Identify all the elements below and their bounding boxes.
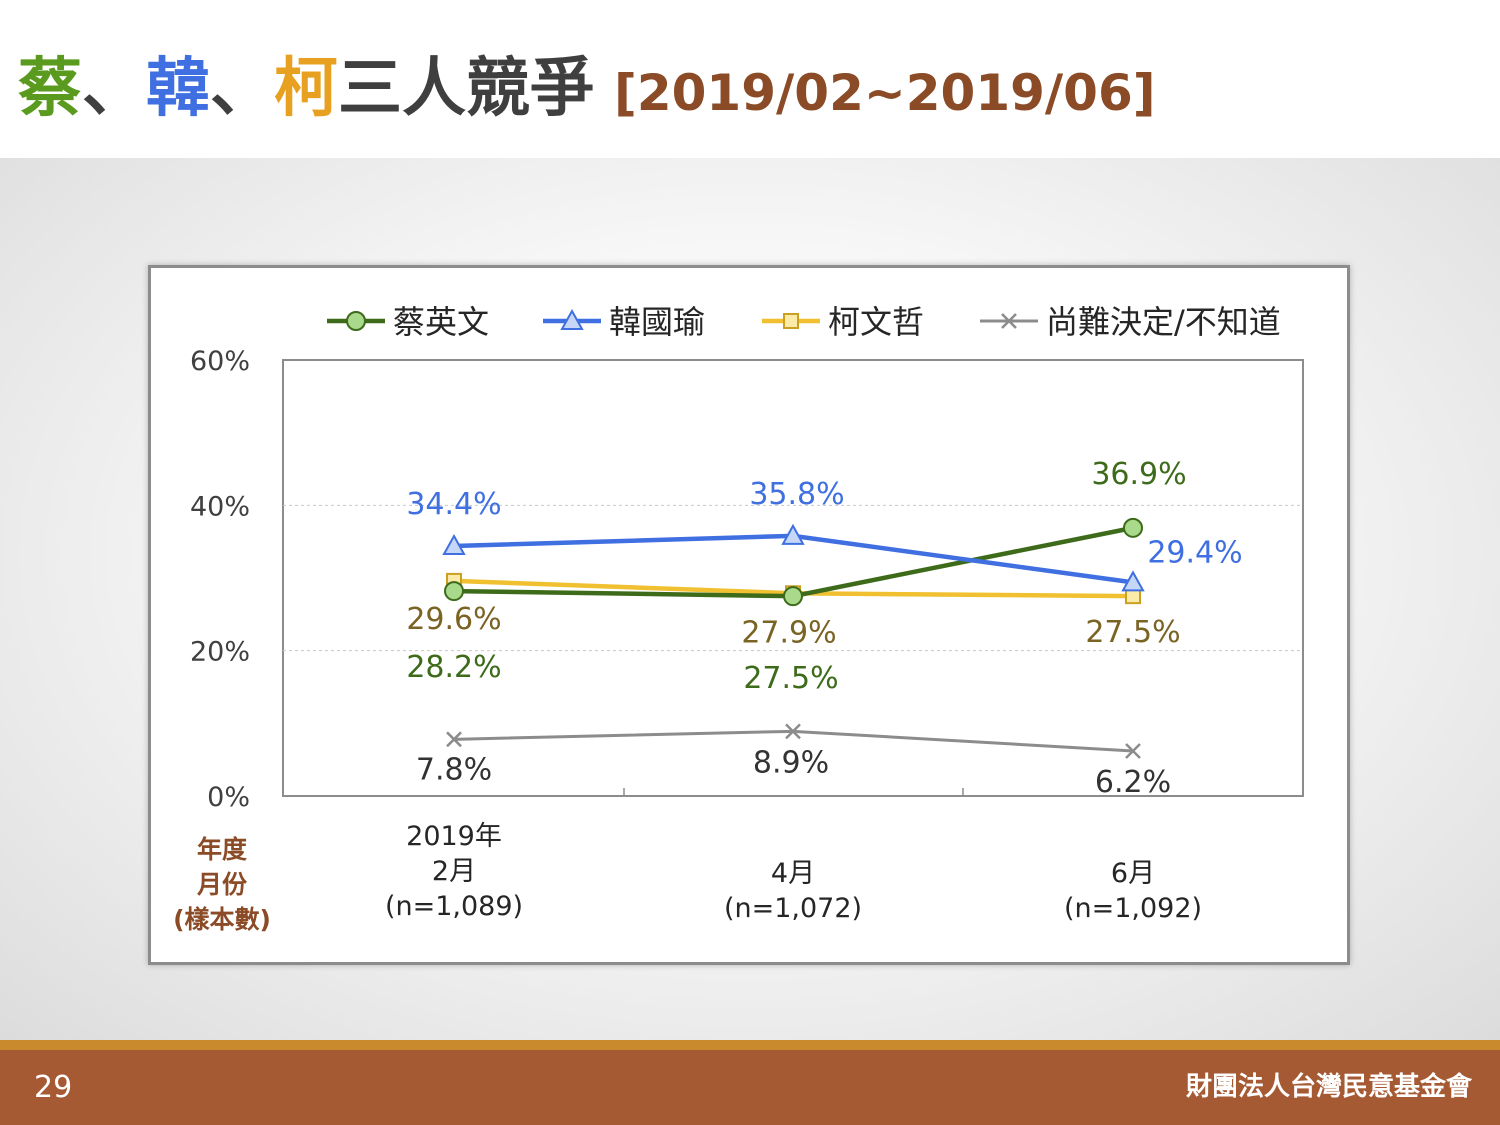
ko-legend-label: 柯文哲 <box>828 303 924 341</box>
han-data-label: 34.4% <box>406 487 501 522</box>
undecided-marker <box>1125 743 1141 759</box>
x-axis-row-label: 月份 <box>196 870 247 899</box>
tsai-data-label: 27.5% <box>743 661 838 696</box>
ko-marker <box>783 313 799 329</box>
y-tick-label: 20% <box>190 637 250 668</box>
tsai-marker <box>783 586 803 607</box>
x-tick-label: (n=1,072) <box>724 893 862 924</box>
title-separator: 、 <box>210 52 274 126</box>
x-tick-label: (n=1,092) <box>1064 893 1202 924</box>
han-data-label: 35.8% <box>749 477 844 512</box>
han-marker <box>442 533 466 556</box>
y-tick-label: 40% <box>190 491 250 522</box>
undecided-marker <box>785 723 801 740</box>
x-axis-row-label: (樣本數) <box>173 905 271 934</box>
undecided-data-label: 8.9% <box>753 745 829 780</box>
y-tick-label: 60% <box>190 346 250 377</box>
footer: 29 財團法人台灣民意基金會 <box>0 1050 1500 1125</box>
tsai-data-label: 28.2% <box>406 650 501 685</box>
x-axis-row-label: 年度 <box>197 835 247 864</box>
han-data-label: 29.4% <box>1147 535 1242 570</box>
undecided-marker <box>1001 313 1017 329</box>
page-title: 蔡 、 韓 、 柯 三人競爭 [2019/02~2019/06] <box>18 44 1156 134</box>
x-tick-label: 4月 <box>771 858 815 889</box>
title-name-ko: 柯 <box>274 52 338 126</box>
han-marker <box>560 308 584 330</box>
x-tick-label: (n=1,089) <box>385 891 523 922</box>
undecided-data-label: 7.8% <box>416 752 492 787</box>
x-tick-label: 6月 <box>1111 858 1155 889</box>
han-marker <box>1121 570 1145 592</box>
page-number: 29 <box>34 1070 73 1105</box>
title-date-range: [2019/02~2019/06] <box>614 64 1156 122</box>
tsai-marker <box>444 581 464 602</box>
han-legend-label: 韓國瑜 <box>609 303 705 341</box>
han-marker <box>781 523 805 545</box>
organization-name: 財團法人台灣民意基金會 <box>1185 1072 1472 1102</box>
ko-data-label: 27.9% <box>741 615 836 650</box>
title-name-tsai: 蔡 <box>18 52 82 126</box>
title-name-han: 韓 <box>146 52 210 126</box>
title-separator: 、 <box>82 52 146 126</box>
footer-stripe <box>0 1040 1500 1050</box>
undecided-marker <box>446 731 462 748</box>
ko-data-label: 29.6% <box>406 602 501 637</box>
ko-data-label: 27.5% <box>1085 615 1180 650</box>
x-tick-label: 2月 <box>432 856 476 887</box>
tsai-legend-label: 蔡英文 <box>393 303 489 341</box>
title-text: 三人競爭 <box>338 52 594 126</box>
undecided-data-label: 6.2% <box>1095 765 1171 800</box>
tsai-marker <box>346 311 366 331</box>
title-bar: 蔡 、 韓 、 柯 三人競爭 [2019/02~2019/06] <box>0 0 1500 158</box>
x-tick-label: 2019年 <box>406 821 502 852</box>
y-tick-label: 0% <box>207 782 250 813</box>
undecided-legend-label: 尚難決定/不知道 <box>1046 303 1281 341</box>
tsai-data-label: 36.9% <box>1091 457 1186 492</box>
tsai-marker <box>1123 517 1143 538</box>
